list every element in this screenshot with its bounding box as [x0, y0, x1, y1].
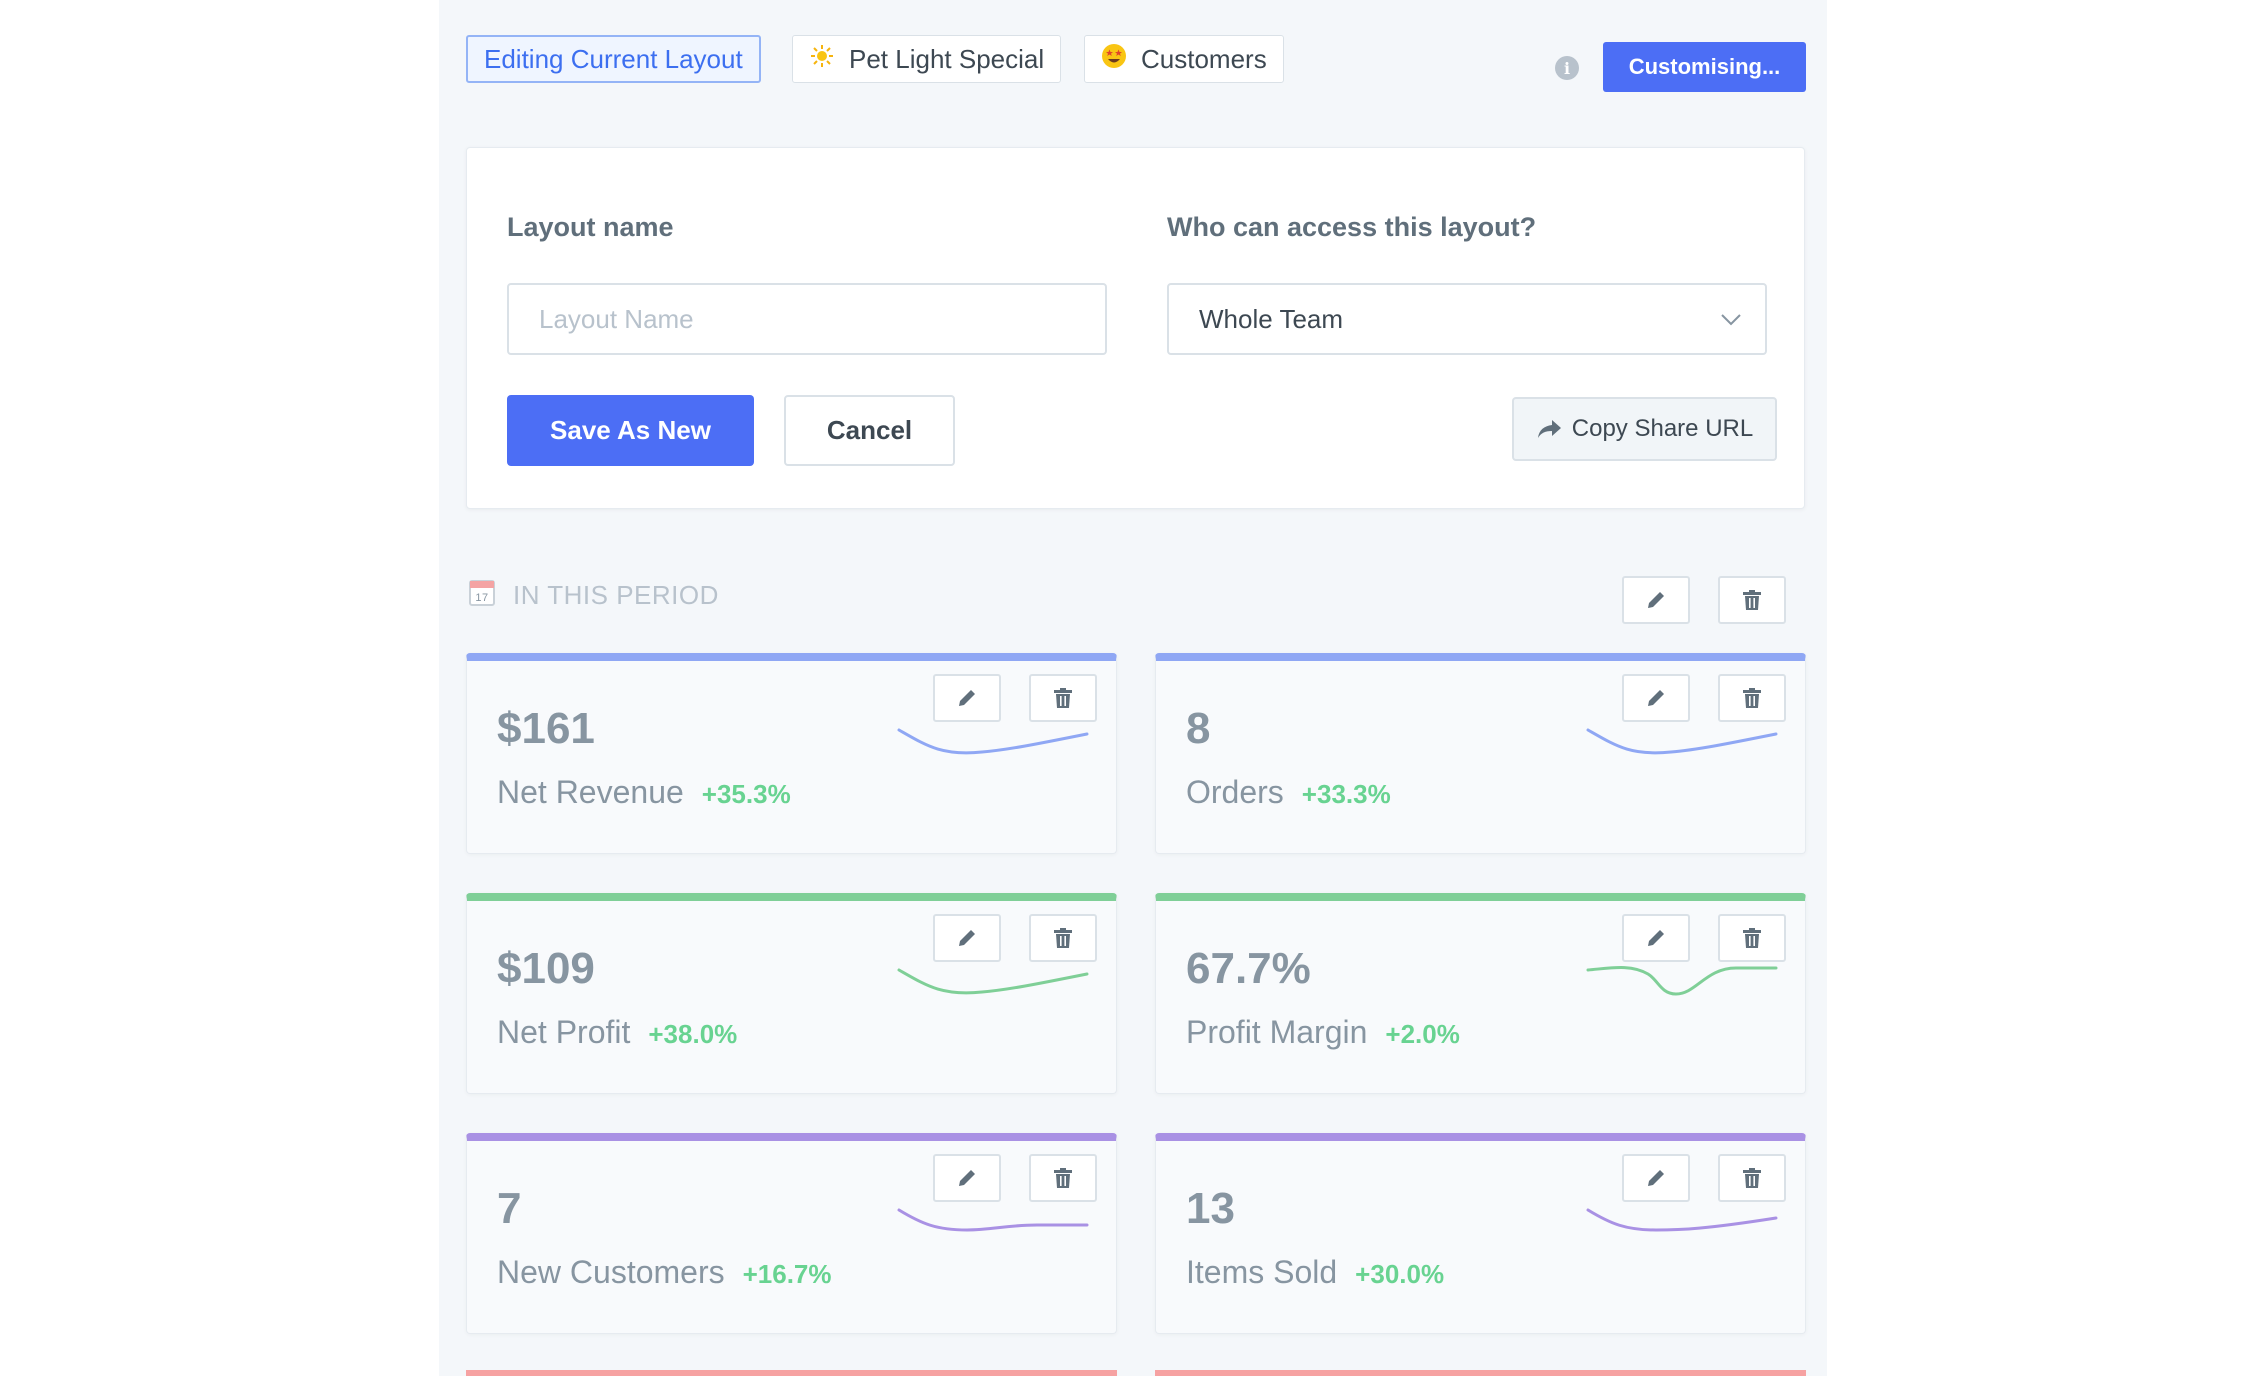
pencil-icon — [959, 1170, 975, 1186]
stat-label: Items Sold — [1186, 1254, 1338, 1290]
save-as-new-button[interactable]: Save As New — [507, 395, 754, 466]
stat-card: $109 Net Profit +38.0% — [466, 893, 1117, 1094]
customising-button[interactable]: Customising... — [1603, 42, 1806, 92]
stat-change: +30.0% — [1355, 1259, 1445, 1289]
stat-label: Net Profit — [497, 1014, 631, 1050]
trash-icon — [1054, 1168, 1072, 1188]
sparkline-chart — [897, 1208, 1089, 1232]
stat-value: 8 — [1186, 704, 1211, 753]
sparkline-chart — [897, 728, 1089, 755]
pencil-icon — [1648, 930, 1664, 946]
access-select-value: Whole Team — [1199, 303, 1344, 334]
stat-card: $161 Net Revenue +35.3% — [466, 653, 1117, 854]
stat-card: 8 Orders +33.3% — [1155, 653, 1806, 854]
pencil-icon — [1648, 592, 1664, 608]
trash-icon — [1054, 928, 1072, 948]
tab-label: Customers — [1141, 43, 1267, 74]
stat-metric: Net Profit +38.0% — [497, 1014, 737, 1051]
next-card-top-edge — [1155, 1370, 1806, 1376]
chevron-down-icon — [1719, 307, 1743, 338]
next-card-top-edge — [466, 1370, 1117, 1376]
stat-metric: New Customers +16.7% — [497, 1254, 832, 1291]
svg-text:17: 17 — [475, 592, 488, 604]
tab-label: Editing Current Layout — [484, 43, 743, 74]
stat-label: Net Revenue — [497, 774, 684, 810]
stat-change: +16.7% — [742, 1259, 832, 1289]
layout-form-card: Layout name Who can access this layout? … — [466, 147, 1805, 509]
pencil-icon — [1648, 1170, 1664, 1186]
pencil-icon — [959, 690, 975, 706]
card-delete-button[interactable] — [1029, 914, 1097, 962]
trash-icon — [1743, 688, 1761, 708]
stat-metric: Net Revenue +35.3% — [497, 774, 791, 811]
card-edit-button[interactable] — [933, 1154, 1001, 1202]
card-edit-button[interactable] — [1622, 1154, 1690, 1202]
trash-icon — [1743, 1168, 1761, 1188]
stat-value: $109 — [497, 944, 595, 993]
stat-label: Profit Margin — [1186, 1014, 1368, 1050]
trash-icon — [1743, 928, 1761, 948]
sun-icon — [809, 44, 835, 75]
card-delete-button[interactable] — [1718, 674, 1786, 722]
access-label: Who can access this layout? — [1167, 212, 1537, 242]
card-delete-button[interactable] — [1029, 674, 1097, 722]
card-delete-button[interactable] — [1718, 1154, 1786, 1202]
trash-icon — [1743, 590, 1761, 610]
card-edit-button[interactable] — [1622, 674, 1690, 722]
page-container: Editing Current Layout Pet Light Special — [439, 0, 1827, 1376]
stat-card: 67.7% Profit Margin +2.0% — [1155, 893, 1806, 1094]
calendar-icon: 17 — [469, 578, 495, 613]
sparkline-chart — [1586, 966, 1778, 996]
section-delete-button[interactable] — [1718, 576, 1786, 624]
card-delete-button[interactable] — [1029, 1154, 1097, 1202]
access-select[interactable]: Whole Team — [1167, 283, 1767, 355]
stat-value: 67.7% — [1186, 944, 1311, 993]
stat-change: +33.3% — [1301, 779, 1391, 809]
copy-share-url-button[interactable]: Copy Share URL — [1512, 397, 1777, 461]
card-edit-button[interactable] — [933, 914, 1001, 962]
pencil-icon — [959, 930, 975, 946]
tab-customers[interactable]: Customers — [1084, 35, 1284, 83]
stat-value: 7 — [497, 1184, 522, 1233]
stat-label: Orders — [1186, 774, 1284, 810]
share-arrow-icon — [1537, 420, 1561, 438]
cancel-button[interactable]: Cancel — [784, 395, 955, 466]
stat-change: +35.3% — [701, 779, 791, 809]
stat-label: New Customers — [497, 1254, 725, 1290]
stat-metric: Orders +33.3% — [1186, 774, 1391, 811]
card-edit-button[interactable] — [1622, 914, 1690, 962]
section-title: IN THIS PERIOD — [513, 580, 719, 610]
star-struck-face-icon — [1101, 43, 1127, 76]
sparkline-chart — [897, 968, 1089, 995]
stat-card: 13 Items Sold +30.0% — [1155, 1133, 1806, 1334]
layout-name-placeholder: Layout Name — [539, 303, 694, 334]
tab-editing-current-layout[interactable]: Editing Current Layout — [466, 35, 761, 83]
layout-name-label: Layout name — [507, 212, 674, 242]
stat-change: +2.0% — [1385, 1019, 1460, 1049]
sparkline-chart — [1586, 728, 1778, 755]
layout-name-input[interactable]: Layout Name — [507, 283, 1107, 355]
pencil-icon — [1648, 690, 1664, 706]
stat-change: +38.0% — [648, 1019, 738, 1049]
stat-value: 13 — [1186, 1184, 1235, 1233]
trash-icon — [1054, 688, 1072, 708]
card-delete-button[interactable] — [1718, 914, 1786, 962]
tab-pet-light-special[interactable]: Pet Light Special — [792, 35, 1062, 83]
tab-label: Pet Light Special — [849, 43, 1045, 74]
sparkline-chart — [1586, 1208, 1778, 1232]
stat-value: $161 — [497, 704, 595, 753]
share-label: Copy Share URL — [1571, 415, 1754, 442]
section-header: 17 IN THIS PERIOD — [469, 578, 719, 613]
card-edit-button[interactable] — [933, 674, 1001, 722]
stat-metric: Profit Margin +2.0% — [1186, 1014, 1460, 1051]
stat-card: 7 New Customers +16.7% — [466, 1133, 1117, 1334]
info-icon[interactable]: i — [1555, 56, 1579, 80]
section-edit-button[interactable] — [1622, 576, 1690, 624]
stat-metric: Items Sold +30.0% — [1186, 1254, 1444, 1291]
